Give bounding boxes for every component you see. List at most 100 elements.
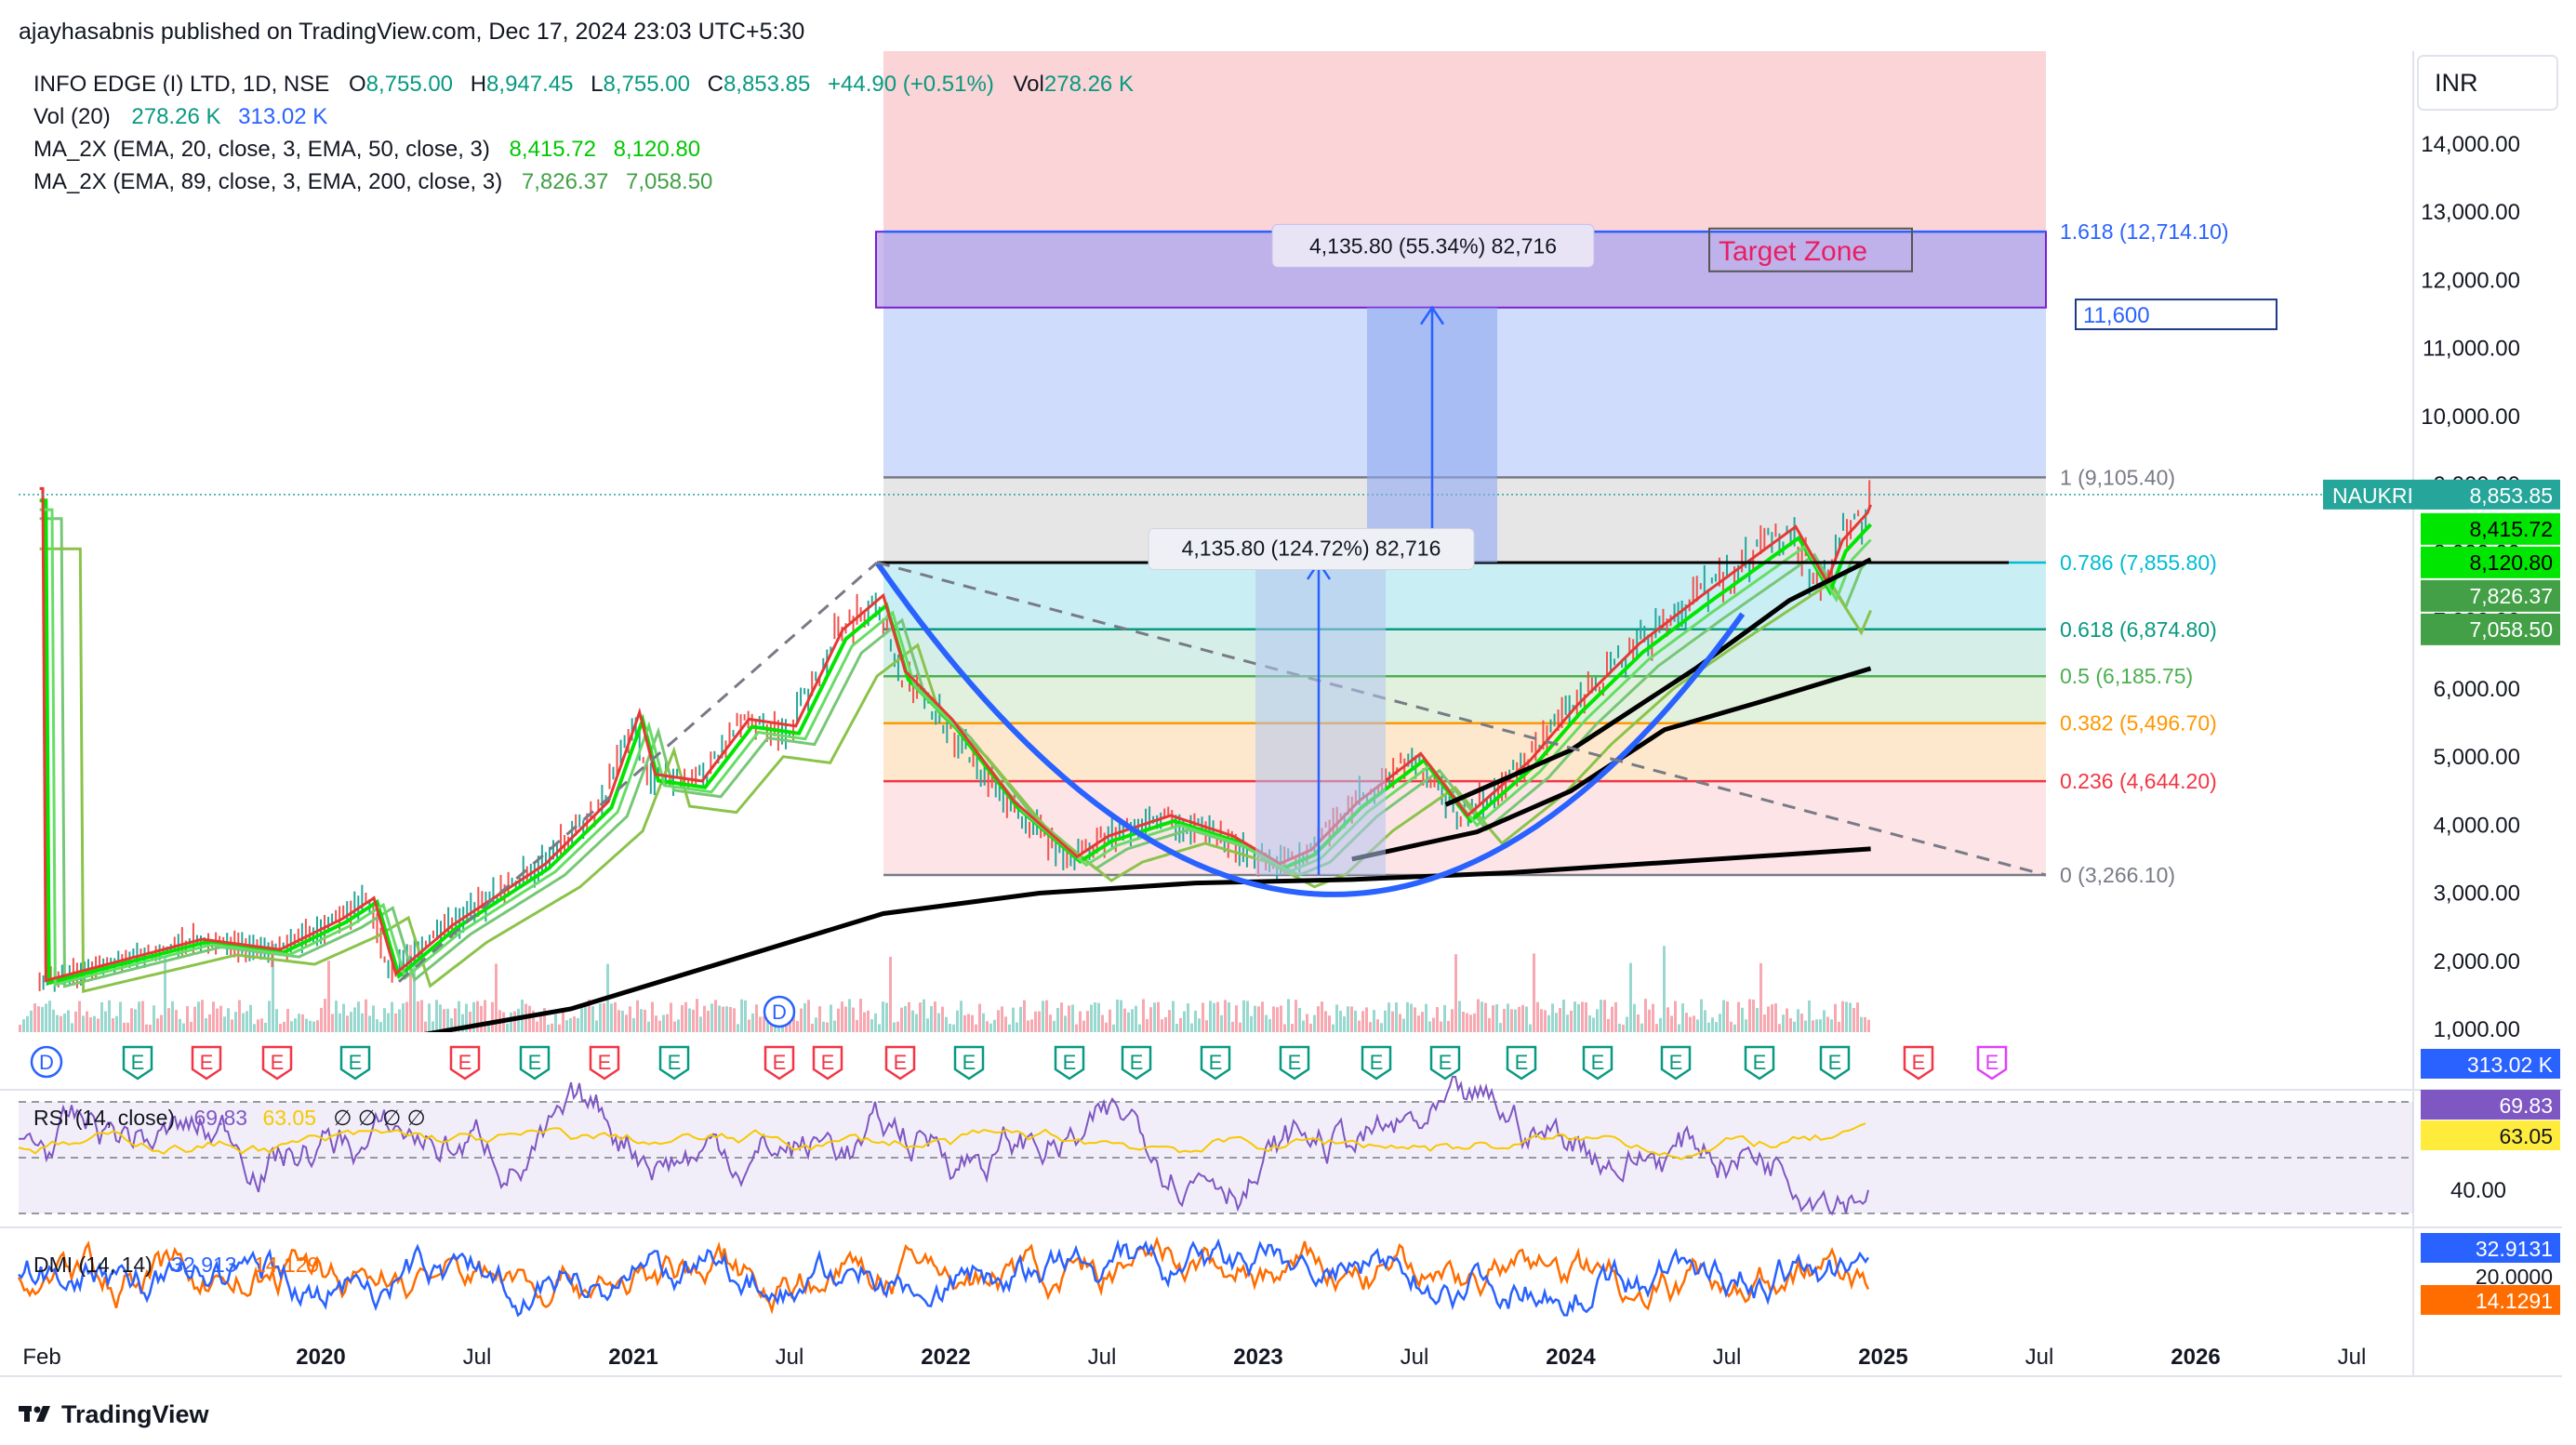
volume-bar: [253, 1024, 256, 1032]
earnings-marker-icon[interactable]: E: [1279, 1045, 1310, 1080]
volume-bar: [963, 1014, 966, 1032]
earnings-marker-icon[interactable]: E: [1744, 1045, 1775, 1080]
volume-bar: [729, 1006, 732, 1032]
earnings-marker-icon[interactable]: E: [1660, 1045, 1692, 1080]
volume-bar: [1268, 1018, 1271, 1032]
volume-bar: [56, 1014, 59, 1032]
earnings-marker-icon[interactable]: E: [953, 1045, 985, 1080]
volume-bar: [331, 1014, 334, 1032]
volume-bar: [740, 999, 743, 1032]
volume-bar: [312, 1021, 315, 1032]
volume-bar: [1767, 1006, 1770, 1032]
volume-bar: [60, 1015, 62, 1032]
volume-bar: [376, 1019, 378, 1032]
volume-bar: [677, 1019, 680, 1032]
volume-bar: [1514, 1009, 1517, 1032]
volume-bar: [536, 1021, 538, 1032]
earnings-marker-icon[interactable]: E: [449, 1045, 481, 1080]
dividend-marker-icon[interactable]: D: [763, 995, 796, 1028]
volume-bar: [975, 1024, 977, 1032]
volume-bar: [1350, 1006, 1353, 1032]
volume-bar: [658, 1020, 661, 1032]
volume-bar: [301, 1014, 304, 1032]
volume-bar: [1116, 999, 1119, 1032]
volume-bar: [48, 1001, 51, 1032]
volume-bar: [1395, 1002, 1398, 1032]
price-axis-tick: 5,000.00: [2434, 745, 2520, 770]
fib-zone-extension: [883, 51, 2046, 232]
volume-bar: [1361, 1011, 1364, 1032]
currency-selector[interactable]: [2417, 55, 2558, 111]
volume-bar: [413, 958, 416, 1032]
volume-bar: [748, 1019, 750, 1032]
volume-bar: [934, 1001, 936, 1032]
earnings-marker-shape: [1744, 1045, 1775, 1080]
earnings-marker-icon[interactable]: E: [339, 1045, 371, 1080]
earnings-marker-icon[interactable]: E: [1903, 1045, 1934, 1080]
volume-bar: [1399, 1014, 1401, 1032]
earnings-marker-icon[interactable]: E: [122, 1045, 153, 1080]
volume-bar: [320, 1007, 323, 1032]
dmi-plus-value: 32.913: [171, 1253, 236, 1277]
volume-bar: [1693, 1015, 1695, 1032]
earnings-marker-icon[interactable]: E: [1429, 1045, 1461, 1080]
earnings-marker-icon[interactable]: E: [589, 1045, 620, 1080]
volume-bar: [1428, 1021, 1431, 1032]
earnings-marker-icon[interactable]: E: [884, 1045, 916, 1080]
volume-bar: [1544, 1010, 1547, 1032]
volume-bar: [1793, 1021, 1796, 1032]
earnings-marker-icon[interactable]: E: [812, 1045, 843, 1080]
ma1-value-a: 8,415.72: [510, 137, 596, 162]
price-pane[interactable]: [19, 480, 2413, 1063]
fib-label-0.5: 0.5 (6,185.75): [2060, 664, 2193, 688]
earnings-marker-icon[interactable]: E: [191, 1045, 222, 1080]
rsi-pane[interactable]: 69.83 63.05 40.00: [18, 1076, 2560, 1216]
earnings-marker-icon[interactable]: E: [1819, 1045, 1851, 1080]
volume-bar: [710, 1003, 713, 1032]
earnings-marker-icon[interactable]: E: [519, 1045, 551, 1080]
volume-bar: [1436, 1007, 1439, 1032]
volume-bar: [1101, 1014, 1104, 1032]
volume-bar: [309, 1020, 312, 1032]
volume-bar: [662, 1014, 665, 1032]
earnings-marker-icon[interactable]: E: [1582, 1045, 1613, 1080]
volume-bar: [41, 1006, 44, 1032]
earnings-marker-icon[interactable]: E: [1506, 1045, 1537, 1080]
volume-bar: [432, 1021, 434, 1032]
volume-bar: [1079, 1011, 1082, 1032]
earnings-marker-icon[interactable]: E: [1200, 1045, 1231, 1080]
volume-bar: [45, 1003, 47, 1032]
target-zone-label-box: [1708, 227, 1913, 272]
earnings-marker-icon[interactable]: E: [658, 1045, 690, 1080]
earnings-marker-icon[interactable]: E: [1121, 1045, 1152, 1080]
earnings-marker-shape: [812, 1045, 843, 1080]
volume-bar: [1596, 1009, 1599, 1032]
earnings-marker-icon[interactable]: E: [1054, 1045, 1085, 1080]
volume-bar: [1488, 1017, 1491, 1032]
volume-bar: [134, 1009, 137, 1032]
volume-bar: [238, 1000, 241, 1032]
volume-bar: [1034, 1011, 1037, 1032]
event-marker-letter: E: [668, 1051, 682, 1074]
rsi-legend: RSI (14, close) 69.83 63.05 ∅ ∅ ∅ ∅: [33, 1106, 426, 1130]
volume-bar: [1521, 1004, 1524, 1032]
volume-bar: [986, 1021, 989, 1032]
volume-bar: [1808, 1001, 1811, 1032]
volume-bar: [346, 1015, 349, 1032]
volume-bar: [1004, 1016, 1007, 1032]
volume-bar: [1071, 1004, 1074, 1032]
volume-bar: [569, 1018, 572, 1032]
earnings-marker-icon[interactable]: E: [1361, 1045, 1392, 1080]
vol20-value-b: 313.02 K: [238, 104, 327, 129]
earnings-marker-icon[interactable]: E: [261, 1045, 293, 1080]
volume-bar: [997, 1010, 1000, 1032]
volume-bar: [681, 1004, 684, 1032]
dividend-marker-icon[interactable]: D: [30, 1045, 63, 1079]
earnings-marker-icon[interactable]: E: [764, 1045, 795, 1080]
event-marker-letter: E: [1912, 1051, 1926, 1074]
open-value: 8,755.00: [366, 72, 453, 97]
earnings-marker-shape: [1429, 1045, 1461, 1080]
earnings-marker-icon[interactable]: E: [1976, 1045, 2008, 1080]
